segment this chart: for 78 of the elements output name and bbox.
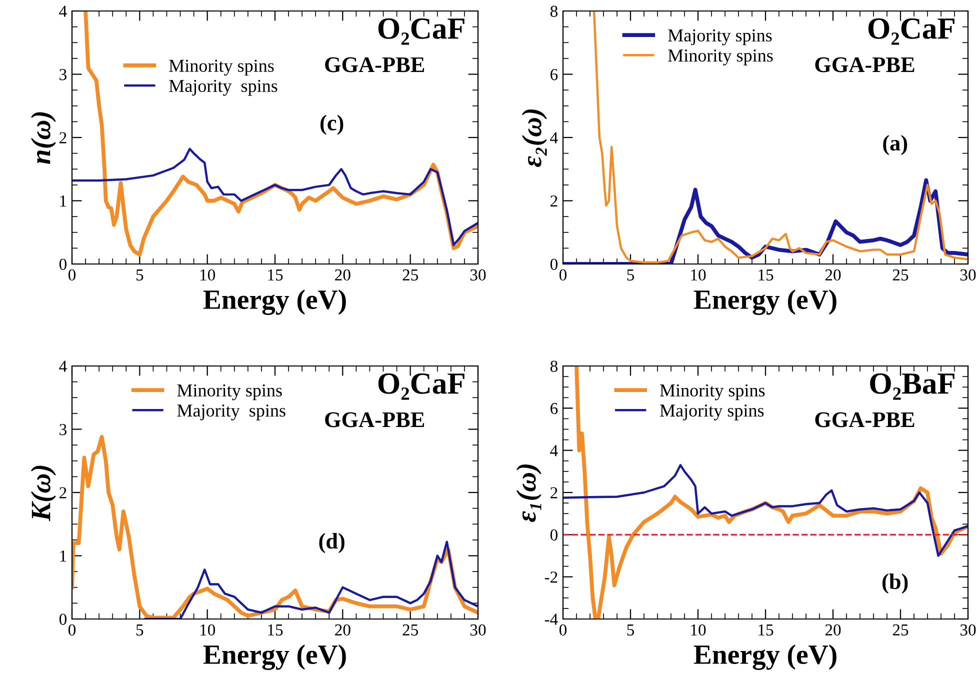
y-tick-label: 3 xyxy=(60,68,66,80)
x-axis-title: Energy (eV) xyxy=(203,290,346,315)
y-tick-label: 0 xyxy=(59,258,67,270)
y-tick-label: 4 xyxy=(59,360,67,372)
annotation: (c) xyxy=(320,114,344,135)
legend-label: Majority spins xyxy=(177,404,286,420)
x-tick-label: 5 xyxy=(136,270,144,281)
y-tick-label: -2 xyxy=(544,572,558,583)
y-tick-label: 4 xyxy=(59,6,67,17)
y-tick-label: 2 xyxy=(60,487,66,498)
annotation: O₂CaF xyxy=(378,373,464,400)
x-tick-label: 10 xyxy=(200,624,216,636)
annotation: O₂BaF xyxy=(870,373,954,400)
annotation: GGA-PBE xyxy=(815,57,914,72)
x-tick-label: 20 xyxy=(335,624,350,636)
x-tick-label: 20 xyxy=(825,624,841,636)
annotation: O₂CaF xyxy=(868,18,954,45)
x-tick-label: 0 xyxy=(68,624,76,636)
x-tick-label: 30 xyxy=(470,269,486,281)
y-tick-label: 0 xyxy=(550,529,558,541)
x-tick-label: 20 xyxy=(825,269,841,281)
annotation: GGA-PBE xyxy=(325,412,424,428)
y-tick-label: 1 xyxy=(60,196,66,207)
legend-label: Minority spins xyxy=(660,384,765,400)
x-tick-label: 30 xyxy=(960,269,976,281)
legend-label: Minority spins xyxy=(169,60,274,76)
x-tick-label: 10 xyxy=(200,269,216,281)
annotation: (d) xyxy=(319,533,344,554)
legend-label: Minority spins xyxy=(668,50,773,66)
y-tick-label: 4 xyxy=(550,445,558,456)
x-tick-label: 15 xyxy=(758,624,774,636)
y-tick-label: 6 xyxy=(550,68,558,80)
y-tick-label: 8 xyxy=(550,360,558,372)
legend-label: Majority spins xyxy=(169,80,278,96)
x-tick-label: 20 xyxy=(335,269,350,281)
x-tick-label: 25 xyxy=(402,269,418,281)
y-axis-title: K(ω) xyxy=(30,466,56,522)
x-tick-label: 15 xyxy=(268,269,283,281)
y-tick-label: 2 xyxy=(60,132,66,144)
y-axis-title: ε₁(ω) xyxy=(516,464,542,522)
y-axis-title: ε₂(ω) xyxy=(522,109,548,168)
annotation: (a) xyxy=(883,135,908,156)
y-tick-label: 1 xyxy=(60,550,66,562)
x-tick-label: 10 xyxy=(691,269,706,281)
y-tick-label: 8 xyxy=(550,6,558,17)
legend-label: Minority spins xyxy=(177,384,282,400)
y-tick-label: 0 xyxy=(59,614,67,625)
legend-label: Majority spins xyxy=(668,29,772,46)
x-tick-label: 25 xyxy=(402,624,418,636)
y-tick-label: 6 xyxy=(550,402,558,414)
y-axis-title: n(ω) xyxy=(30,112,56,164)
x-tick-label: 0 xyxy=(559,624,567,636)
x-tick-label: 25 xyxy=(892,624,908,636)
y-tick-label: 0 xyxy=(550,258,558,270)
annotation: (b) xyxy=(882,574,908,594)
y-tick-label: 2 xyxy=(550,195,558,207)
x-tick-label: 5 xyxy=(627,270,634,281)
x-tick-label: 15 xyxy=(758,269,774,281)
y-tick-label: 2 xyxy=(550,487,558,498)
y-tick-label: 3 xyxy=(60,424,66,436)
annotation: O₂CaF xyxy=(378,18,464,45)
annotation: GGA-PBE xyxy=(325,57,424,72)
x-axis-title: Energy (eV) xyxy=(694,290,836,315)
x-tick-label: 30 xyxy=(960,624,976,636)
x-axis-title: Energy (eV) xyxy=(203,644,346,670)
y-tick-label: -4 xyxy=(544,614,558,625)
x-tick-label: 5 xyxy=(627,624,634,636)
x-tick-label: 5 xyxy=(136,624,144,636)
x-tick-label: 25 xyxy=(892,269,908,281)
x-tick-label: 30 xyxy=(470,624,486,636)
annotation: GGA-PBE xyxy=(815,412,914,428)
x-axis-title: Energy (eV) xyxy=(694,644,836,670)
x-tick-label: 15 xyxy=(268,624,283,636)
y-tick-label: 4 xyxy=(550,132,558,144)
legend-label: Majority spins xyxy=(660,404,764,420)
x-tick-label: 0 xyxy=(68,269,76,281)
x-tick-label: 0 xyxy=(559,269,567,281)
x-tick-label: 10 xyxy=(691,624,706,636)
